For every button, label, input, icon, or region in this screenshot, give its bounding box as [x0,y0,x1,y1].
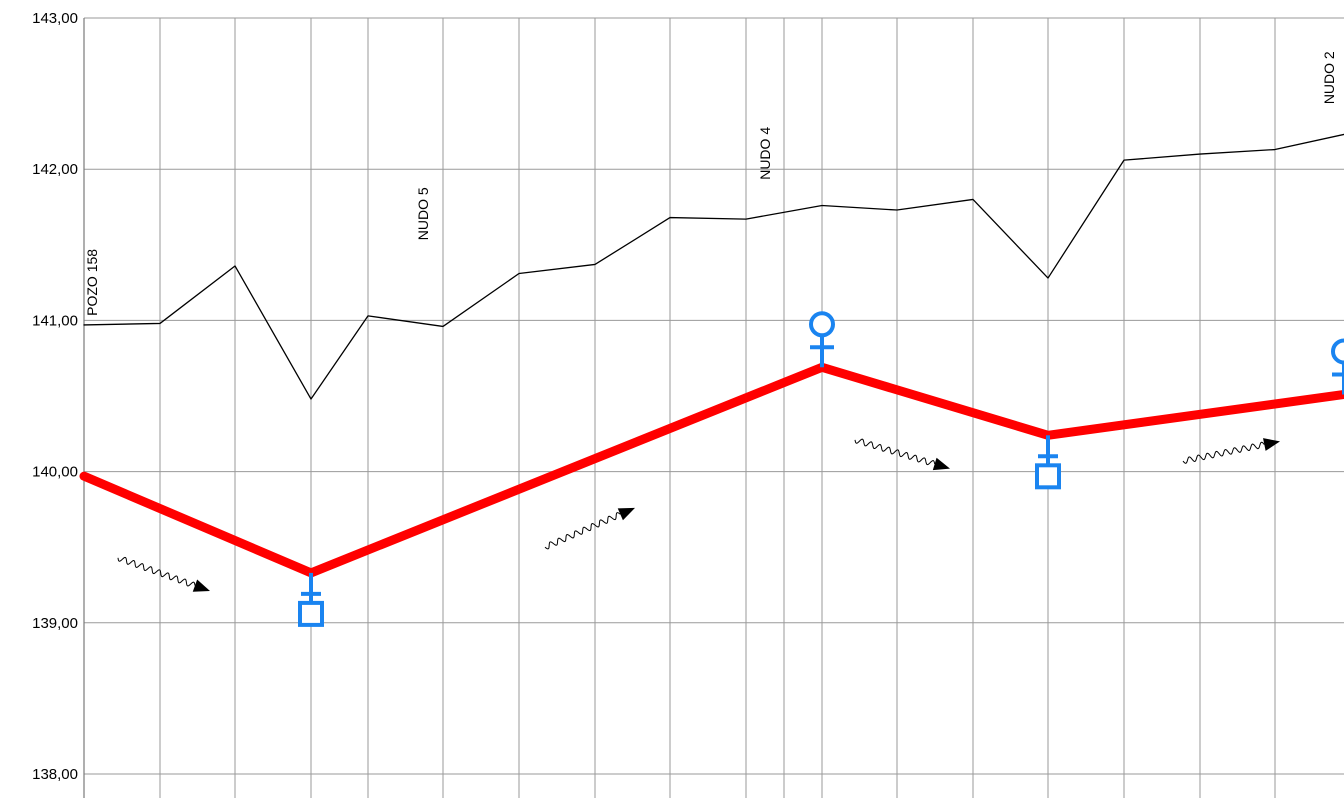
y-tick-label: 139,00 [32,615,78,632]
flow-arrow-wave [1182,441,1265,464]
y-tick-label: 143,00 [32,10,78,27]
node-label: NUDO 2 [1321,51,1337,104]
y-tick-label: 140,00 [32,464,78,481]
node-labels: POZO 158 NUDO 5 NUDO 4 NUDO 2 [84,51,1337,316]
flow-arrow-wave [854,438,936,466]
flow-arrow-head [1263,438,1280,451]
pipe-profile-line [79,362,1344,578]
y-tick-label: 138,00 [32,766,78,783]
y-axis-tick-labels: 138,00 139,00 140,00 141,00 142,00 143,00 [32,10,78,783]
flow-arrows [117,438,1280,592]
square-marker [1035,463,1061,490]
square-marker [298,600,324,627]
y-tick-label: 141,00 [32,312,78,329]
terrain-line [83,133,1344,400]
node-label: POZO 158 [84,249,100,316]
node-label: NUDO 5 [415,187,431,240]
markers [298,311,1344,627]
series-lines [79,133,1344,578]
y-tick-label: 142,00 [32,161,78,178]
circle-marker [1331,338,1344,365]
grid [83,17,1344,798]
flow-arrow-head [192,579,210,592]
node-label: NUDO 4 [757,127,773,180]
flow-arrow-wave [117,556,196,587]
circle-marker [809,311,835,338]
flow-arrow-head [617,507,635,521]
flow-arrow-head [932,457,950,471]
flow-arrow-wave [544,512,621,550]
